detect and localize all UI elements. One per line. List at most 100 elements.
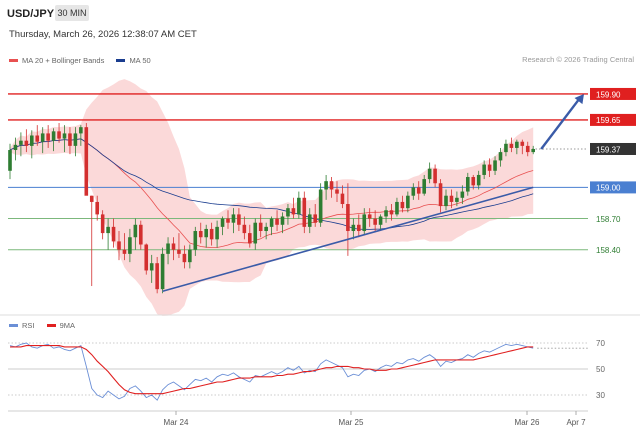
level-label-support: 158.70 [596, 215, 621, 224]
candle-body [498, 152, 503, 161]
candle-body [324, 181, 328, 190]
x-tick-label: Mar 25 [339, 418, 364, 427]
candle-body [171, 243, 176, 250]
candle-body [24, 140, 29, 146]
legend-item-9ma: 9MA [46, 321, 76, 330]
candle-body [188, 249, 192, 263]
candle-body [144, 244, 149, 271]
candle-body [515, 141, 519, 148]
candle-body [318, 189, 323, 223]
price-legend: MA 20 + Bollinger Bands MA 50 [9, 55, 161, 65]
candle-body [122, 249, 127, 254]
candle-body [89, 195, 94, 202]
candle-body [40, 133, 45, 142]
candle-body [449, 195, 454, 202]
candle-body [520, 141, 525, 146]
candle-body [406, 195, 410, 209]
candle-body [231, 214, 236, 223]
candle-body [455, 197, 459, 202]
candle-body [395, 201, 399, 215]
candle-body [297, 197, 301, 215]
candle-body [35, 135, 40, 142]
price-level-labels: 159.90 159.65 159.37 159.00 158.70 158.40 [590, 87, 636, 256]
candle-body [258, 222, 263, 232]
ma50-swatch [116, 59, 126, 62]
candle-body [351, 224, 356, 232]
candle-body [204, 228, 208, 238]
candle-body [182, 253, 187, 263]
x-axis: Mar 24 Mar 25 Mar 26 Apr 7 [164, 411, 586, 427]
candle-body [160, 253, 165, 290]
candle-body [73, 133, 78, 146]
candle-body [302, 197, 307, 227]
bollinger-band-area [10, 79, 534, 316]
symbol-label: USD/JPY [7, 8, 55, 20]
candle-body [253, 222, 258, 244]
candle-body [226, 218, 230, 223]
legend-label-rsi: RSI [22, 321, 35, 330]
candle-body [466, 177, 470, 192]
rsi-series-rsi [9, 342, 534, 401]
rsi-swatch [9, 324, 18, 327]
annotations [162, 93, 584, 293]
level-tag-resistance [590, 113, 636, 126]
level-label-resistance: 159.65 [596, 116, 621, 125]
candle-body [427, 168, 432, 180]
candle-body [525, 145, 530, 153]
candle-body [128, 237, 132, 254]
candle-body [100, 214, 105, 234]
candle-body [373, 218, 377, 225]
candle-body [444, 195, 448, 207]
level-label-pivot: 159.00 [596, 184, 621, 193]
candle-body [487, 164, 492, 171]
candle-body [8, 150, 12, 171]
candle-body [482, 164, 486, 175]
datetime-label: Thursday, March 26, 2026 12:38:07 AM CET [9, 29, 197, 40]
candle-body [209, 228, 214, 240]
candle-body [416, 187, 421, 194]
candle-body [460, 191, 465, 198]
candle-body [19, 140, 23, 145]
candle-body [269, 218, 274, 227]
candle-body [509, 143, 514, 148]
level-label-support: 158.40 [596, 246, 621, 255]
candle-body [177, 249, 181, 254]
legend-label-9ma: 9MA [59, 321, 76, 330]
candle-body [68, 133, 72, 146]
candle-body [313, 214, 317, 223]
x-tick-label: Mar 26 [515, 418, 540, 427]
candle-body [476, 174, 481, 186]
level-tag-last [590, 142, 636, 155]
candle-body [220, 218, 225, 227]
ma9-swatch [46, 324, 56, 327]
candle-body [384, 210, 388, 217]
rsi-pane: 30 50 70 [8, 339, 605, 401]
candle-body [264, 226, 268, 232]
candle-body [51, 131, 56, 141]
level-tag-resistance [590, 87, 636, 100]
candle-body [400, 201, 405, 209]
candle-body [357, 224, 361, 232]
forecast-arrow-shaft [540, 97, 581, 150]
candle-body [291, 208, 296, 215]
rsi-tick-label: 70 [596, 339, 605, 348]
candle-body [84, 127, 89, 196]
candle-body [198, 231, 203, 238]
candle-body [335, 189, 339, 194]
candle-body [30, 135, 34, 146]
candle-body [504, 143, 508, 153]
candle-body [166, 243, 170, 254]
candle-body [117, 241, 121, 250]
price-level-lines [8, 93, 588, 251]
candle-body [215, 226, 219, 240]
level-tag-support [590, 243, 636, 256]
candles [8, 123, 535, 294]
legend-label-ma50: MA 50 [129, 56, 151, 65]
credit-label: Research © 2026 Trading Central [522, 55, 634, 64]
candle-body [155, 263, 159, 290]
candle-body [62, 133, 67, 139]
level-label-resistance: 159.90 [596, 90, 621, 99]
legend-item-rsi: RSI [9, 321, 35, 330]
timeframe-button[interactable]: 30 MIN [55, 5, 89, 21]
